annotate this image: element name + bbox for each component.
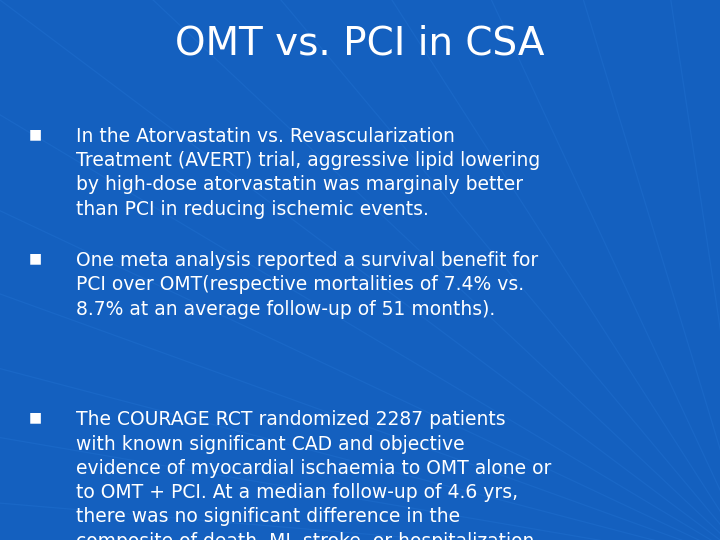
Text: ■: ■ (29, 127, 42, 141)
Text: ■: ■ (29, 251, 42, 265)
Text: The COURAGE RCT randomized 2287 patients
with known significant CAD and objectiv: The COURAGE RCT randomized 2287 patients… (76, 410, 551, 540)
Text: In the Atorvastatin vs. Revascularization
Treatment (AVERT) trial, aggressive li: In the Atorvastatin vs. Revascularizatio… (76, 127, 540, 219)
Text: One meta analysis reported a survival benefit for
PCI over OMT(respective mortal: One meta analysis reported a survival be… (76, 251, 538, 319)
Text: OMT vs. PCI in CSA: OMT vs. PCI in CSA (175, 24, 545, 62)
Text: ■: ■ (29, 410, 42, 424)
